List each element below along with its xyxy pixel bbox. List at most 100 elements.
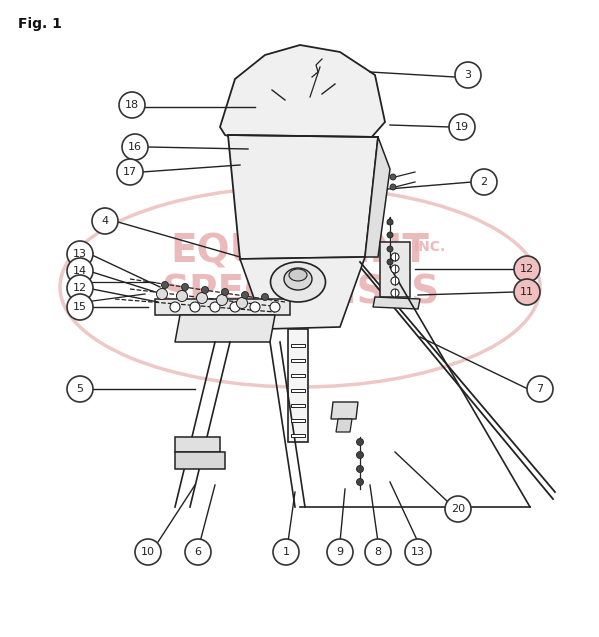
Circle shape	[119, 92, 145, 118]
Circle shape	[391, 265, 399, 273]
Circle shape	[67, 376, 93, 402]
Circle shape	[201, 287, 208, 294]
Circle shape	[391, 289, 399, 297]
Polygon shape	[155, 299, 290, 315]
Text: 12: 12	[520, 264, 534, 274]
Circle shape	[387, 232, 393, 238]
Circle shape	[177, 290, 187, 301]
Polygon shape	[175, 437, 220, 452]
Circle shape	[67, 258, 93, 284]
Circle shape	[222, 289, 228, 296]
Circle shape	[356, 478, 364, 485]
Text: 2: 2	[480, 177, 488, 187]
Circle shape	[387, 246, 393, 252]
Polygon shape	[291, 434, 305, 437]
Polygon shape	[220, 45, 385, 147]
Circle shape	[527, 376, 553, 402]
Circle shape	[67, 241, 93, 267]
Text: 7: 7	[537, 384, 543, 394]
Circle shape	[387, 259, 393, 265]
Circle shape	[196, 292, 207, 303]
Text: 8: 8	[374, 547, 382, 557]
Text: 6: 6	[195, 547, 201, 557]
Text: 16: 16	[128, 142, 142, 152]
Polygon shape	[175, 452, 225, 469]
Circle shape	[210, 302, 220, 312]
Polygon shape	[331, 402, 358, 419]
Circle shape	[356, 466, 364, 473]
Circle shape	[391, 253, 399, 261]
Text: 17: 17	[123, 167, 137, 177]
Polygon shape	[291, 404, 305, 407]
Polygon shape	[291, 419, 305, 422]
Circle shape	[405, 539, 431, 565]
Text: 12: 12	[73, 283, 87, 293]
Circle shape	[455, 62, 481, 88]
Text: 5: 5	[77, 384, 83, 394]
Text: 1: 1	[283, 547, 289, 557]
Circle shape	[117, 159, 143, 185]
Circle shape	[181, 283, 189, 290]
Polygon shape	[291, 359, 305, 362]
Circle shape	[67, 275, 93, 301]
Circle shape	[471, 169, 497, 195]
Text: INC.: INC.	[414, 240, 446, 254]
Circle shape	[356, 438, 364, 445]
Text: Fig. 1: Fig. 1	[18, 17, 62, 31]
Circle shape	[250, 302, 260, 312]
Circle shape	[241, 292, 249, 299]
Polygon shape	[288, 329, 308, 442]
Polygon shape	[228, 135, 378, 259]
Circle shape	[190, 302, 200, 312]
Polygon shape	[336, 419, 352, 432]
Circle shape	[185, 539, 211, 565]
Ellipse shape	[271, 262, 325, 302]
Text: 19: 19	[455, 122, 469, 132]
Text: 20: 20	[451, 504, 465, 514]
Circle shape	[262, 294, 268, 301]
Polygon shape	[373, 297, 420, 309]
Polygon shape	[291, 389, 305, 392]
Circle shape	[67, 294, 93, 320]
Circle shape	[387, 219, 393, 225]
Text: EQUIPMENT
SPECIALISTS: EQUIPMENT SPECIALISTS	[161, 233, 439, 311]
Polygon shape	[291, 344, 305, 347]
Circle shape	[156, 289, 168, 299]
Polygon shape	[175, 315, 275, 342]
Circle shape	[356, 452, 364, 459]
Circle shape	[449, 114, 475, 140]
Circle shape	[390, 184, 396, 190]
Polygon shape	[380, 242, 410, 297]
Text: 11: 11	[520, 287, 534, 297]
Ellipse shape	[289, 269, 307, 281]
Circle shape	[162, 282, 168, 289]
Circle shape	[365, 539, 391, 565]
Circle shape	[170, 302, 180, 312]
Circle shape	[230, 302, 240, 312]
Circle shape	[122, 134, 148, 160]
Text: 14: 14	[73, 266, 87, 276]
Circle shape	[445, 496, 471, 522]
Text: 13: 13	[73, 249, 87, 259]
Circle shape	[327, 539, 353, 565]
Circle shape	[216, 294, 228, 306]
Circle shape	[135, 539, 161, 565]
Text: 13: 13	[411, 547, 425, 557]
Text: 10: 10	[141, 547, 155, 557]
Text: 18: 18	[125, 100, 139, 110]
Circle shape	[514, 279, 540, 305]
Text: 9: 9	[337, 547, 344, 557]
Polygon shape	[291, 374, 305, 377]
Circle shape	[270, 302, 280, 312]
Polygon shape	[365, 137, 390, 257]
Ellipse shape	[284, 268, 312, 290]
Circle shape	[390, 174, 396, 180]
Polygon shape	[240, 257, 365, 329]
Circle shape	[237, 297, 247, 308]
Text: 15: 15	[73, 302, 87, 312]
Circle shape	[273, 539, 299, 565]
Circle shape	[92, 208, 118, 234]
Circle shape	[391, 277, 399, 285]
Text: 3: 3	[464, 70, 471, 80]
Text: 4: 4	[101, 216, 108, 226]
